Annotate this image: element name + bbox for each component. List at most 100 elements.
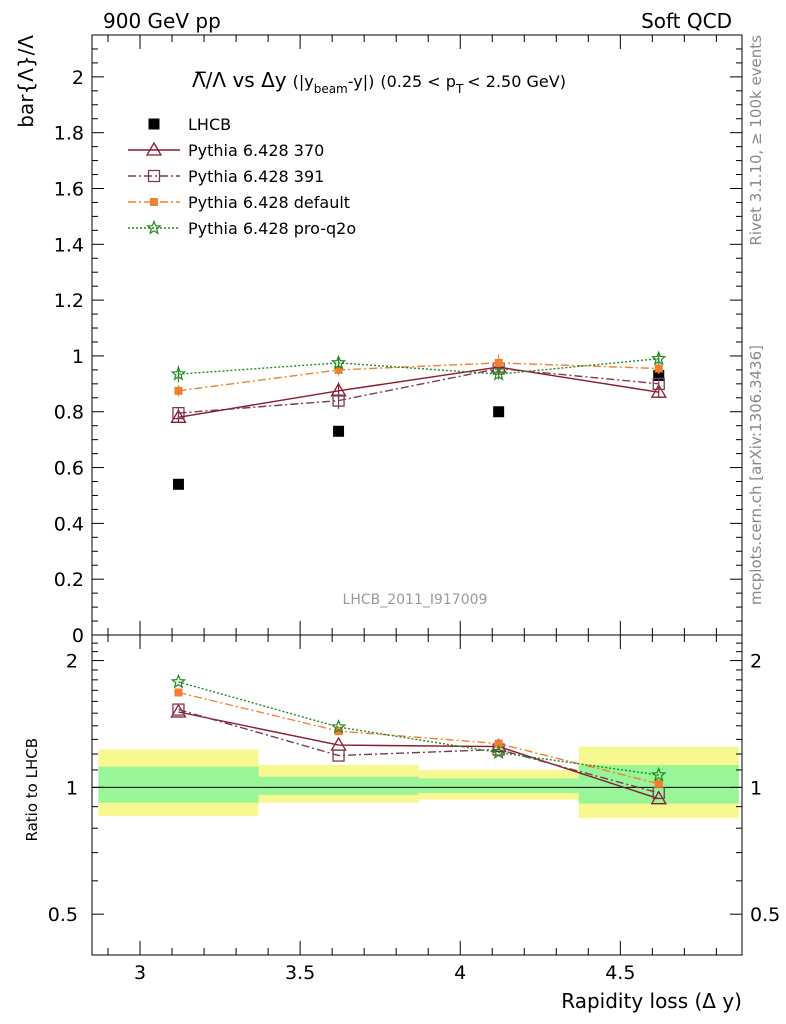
main-y-tick-label: 0.6 bbox=[54, 458, 84, 480]
legend-label: Pythia 6.428 default bbox=[188, 193, 350, 212]
ratio-series-pythia-6-428-pro-q2o bbox=[170, 673, 667, 782]
ratio-x-tick-label: 3 bbox=[134, 962, 146, 984]
title-bracket: (|y bbox=[293, 72, 314, 91]
data-point bbox=[493, 406, 505, 418]
ratio-y-tick-label-right: 1 bbox=[750, 777, 762, 799]
ratio-x-tick-label: 3.5 bbox=[285, 962, 315, 984]
title-ratio: Λ̅/Λ vs Δy bbox=[192, 68, 287, 92]
ratio-plot-frame bbox=[91, 634, 743, 956]
legend-entry: Pythia 6.428 pro-q2o bbox=[128, 219, 356, 238]
ratio-point bbox=[330, 718, 347, 734]
legend-marker bbox=[145, 141, 163, 156]
svg-text:Λ̅/Λ vs Δy(|ybeam-y|)(0.25 < p: Λ̅/Λ vs Δy (|ybeam-y|) (0.25 < pT < 2.50 Ge… bbox=[192, 68, 566, 96]
plot-title: Λ̅/Λ vs Δy (|ybeam-y|) (0.25 < pT < 2.50 Ge… bbox=[192, 68, 566, 96]
ratio-line bbox=[178, 711, 659, 800]
ratio-point bbox=[650, 790, 667, 805]
ratio-y-tick-label-right: 2 bbox=[750, 651, 762, 673]
title-pt-subscript: T bbox=[455, 82, 464, 96]
series-pythia-6-428-pro-q2o bbox=[170, 350, 667, 383]
ratio-point bbox=[174, 688, 183, 697]
ratio-y-tick-label: 0.5 bbox=[48, 904, 78, 926]
title-beam-subscript: beam bbox=[314, 82, 348, 96]
series-line bbox=[178, 366, 659, 418]
ratio-y-tick-label: 1 bbox=[66, 777, 78, 799]
data-point bbox=[650, 383, 667, 398]
legend-marker bbox=[147, 169, 161, 183]
ratio-point bbox=[334, 727, 343, 736]
main-y-tick-label: 0 bbox=[72, 625, 84, 647]
rivet-version-label: Rivet 3.1.10, ≥ 100k events bbox=[747, 35, 765, 246]
ratio-y-tick-label-right: 0.5 bbox=[750, 904, 780, 926]
main-y-tick-label: 1 bbox=[72, 346, 84, 368]
legend-label: Pythia 6.428 391 bbox=[188, 167, 324, 186]
ratio-y-axis-label: Ratio to LHCB bbox=[23, 738, 41, 842]
header-left-label: 900 GeV pp bbox=[103, 9, 221, 33]
legend: LHCB Pythia 6.428 370 Pythia 6.428 391 Pyth… bbox=[128, 115, 356, 238]
title-range-end: < 2.50 GeV) bbox=[467, 72, 566, 91]
legend-label: LHCB bbox=[188, 115, 231, 134]
legend-entry: Pythia 6.428 391 bbox=[128, 167, 324, 186]
legend-label: Pythia 6.428 pro-q2o bbox=[188, 219, 356, 238]
ratio-x-axis-label: Rapidity loss (Δ y) bbox=[561, 989, 742, 1013]
ratio-x-tick-label: 4.5 bbox=[605, 962, 635, 984]
data-point bbox=[650, 350, 667, 366]
legend-marker bbox=[148, 118, 160, 130]
main-y-axis-label: bar{Λ}/Λ bbox=[14, 35, 38, 128]
ratio-point bbox=[172, 703, 185, 716]
data-point bbox=[654, 364, 663, 373]
ratio-point bbox=[332, 749, 345, 762]
data-point bbox=[652, 377, 665, 390]
main-y-tick-label: 2 bbox=[72, 67, 84, 89]
ratio-line bbox=[178, 708, 659, 794]
main-panel: 0 0.2 0.4 0.6 0.8 1 1.2 1.4 1.6 1.8 2 bar{Λ}/Λ Λ̅/… bbox=[14, 34, 743, 647]
main-series-layer bbox=[170, 350, 667, 490]
ratio-point bbox=[650, 766, 667, 782]
series-pythia-6-428-391 bbox=[172, 362, 665, 420]
ratio-point bbox=[494, 739, 503, 748]
main-y-tick-label: 1.4 bbox=[54, 234, 84, 256]
title-range-start: (0.25 < p bbox=[380, 72, 456, 91]
ratio-point bbox=[490, 744, 507, 760]
ratio-stat-band bbox=[418, 778, 579, 793]
data-point bbox=[494, 358, 503, 367]
data-point bbox=[490, 365, 507, 381]
series-line bbox=[178, 367, 659, 414]
series-line bbox=[178, 358, 659, 375]
data-point bbox=[333, 425, 345, 437]
data-point bbox=[172, 406, 185, 420]
header-right-label: Soft QCD bbox=[641, 9, 732, 33]
ratio-y-tick-label: 2 bbox=[66, 651, 78, 673]
legend-entry: LHCB bbox=[148, 115, 231, 134]
ratio-point bbox=[170, 673, 187, 689]
ratio-x-axis: 3 3.5 4 4.5 bbox=[107, 635, 717, 984]
main-x-ticks bbox=[107, 35, 717, 635]
series-lhcb bbox=[172, 369, 665, 490]
ratio-stat-band bbox=[98, 766, 259, 803]
data-point bbox=[170, 409, 187, 423]
legend-entry: Pythia 6.428 370 bbox=[128, 141, 324, 160]
title-bracket-end: -y|) bbox=[348, 72, 375, 91]
ratio-stat-band bbox=[258, 776, 419, 795]
ratio-panel: 0.5 0.5 1 1 2 2 3 3.5 4 4.5 Ratio to LHCB Rapidi… bbox=[23, 634, 780, 1013]
data-point bbox=[332, 394, 345, 407]
series-pythia-6-428-370 bbox=[170, 358, 667, 423]
main-y-tick-label: 0.4 bbox=[54, 513, 84, 535]
main-y-tick-label: 0.8 bbox=[54, 402, 84, 424]
main-y-tick-label: 1.6 bbox=[54, 178, 84, 200]
legend-marker bbox=[150, 198, 158, 206]
data-point bbox=[170, 365, 187, 381]
analysis-watermark: LHCB_2011_I917009 bbox=[343, 592, 488, 608]
main-y-tick-label: 1.2 bbox=[54, 290, 84, 312]
legend-label: Pythia 6.428 370 bbox=[188, 141, 324, 160]
ratio-line bbox=[178, 681, 659, 776]
main-y-tick-label: 1.8 bbox=[54, 123, 84, 145]
mcplots-label: mcplots.cern.ch [arXiv:1306.3436] bbox=[747, 345, 765, 605]
legend-entry: Pythia 6.428 default bbox=[128, 193, 350, 212]
data-point bbox=[172, 478, 184, 490]
ratio-point bbox=[654, 779, 663, 788]
main-y-axis: 0 0.2 0.4 0.6 0.8 1 1.2 1.4 1.6 1.8 2 bbox=[54, 48, 742, 647]
series-pythia-6-428-default bbox=[174, 354, 663, 397]
data-point bbox=[334, 365, 343, 374]
data-point bbox=[653, 369, 665, 381]
